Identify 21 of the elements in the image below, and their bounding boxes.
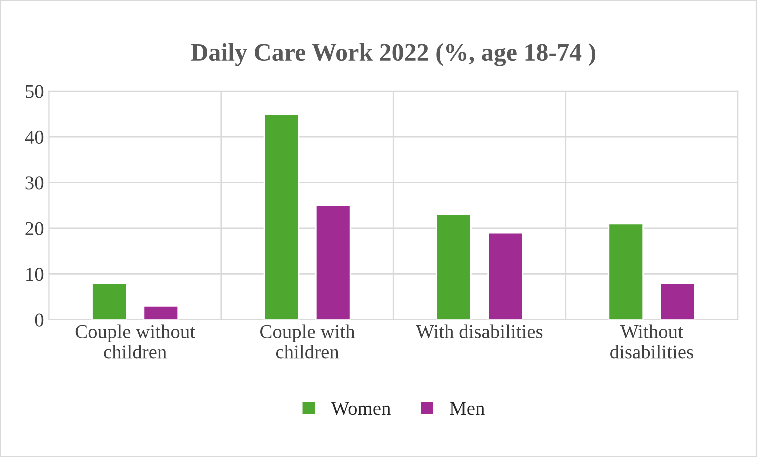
legend-label: Women	[331, 402, 391, 416]
y-tick-label: 50	[26, 85, 44, 98]
y-tick-label: 20	[26, 222, 44, 236]
y-tick-label: 30	[26, 176, 44, 190]
y-tick-label: 40	[25, 130, 44, 144]
y-tick-label: 10	[26, 268, 44, 282]
bar	[92, 282, 128, 320]
legend-label: Men	[450, 402, 485, 416]
y-tick-label: 0	[35, 314, 44, 327]
bar	[143, 305, 180, 320]
x-tick-label: Couple without children	[76, 324, 196, 359]
bar	[488, 232, 524, 320]
x-tick-label: With disabilities	[416, 324, 543, 339]
bar	[264, 114, 300, 320]
x-tick-label: Couple with children	[260, 324, 356, 359]
bar	[608, 223, 644, 320]
bar	[315, 204, 352, 320]
bar	[660, 282, 696, 320]
bar	[436, 214, 472, 320]
x-tick-label: Without disabilities	[610, 324, 694, 359]
chart-title: Daily Care Work 2022 (%, age 18-74 )	[191, 43, 596, 66]
